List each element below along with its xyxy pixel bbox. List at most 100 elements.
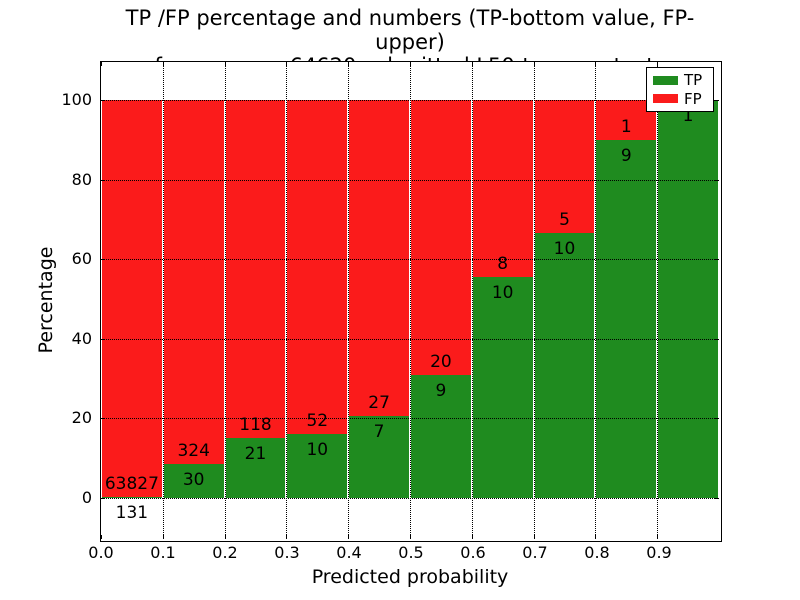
gridline-h [101, 418, 719, 420]
x-tick-label: 0.8 [584, 543, 610, 562]
bar-tp-segment [596, 140, 657, 498]
y-tick-mark [101, 179, 105, 181]
gridline-v [657, 62, 659, 539]
x-tick-mark [595, 535, 597, 539]
legend: TP FP [646, 67, 714, 112]
x-tick-mark [162, 62, 164, 66]
bar-fp-segment [534, 100, 595, 233]
x-tick-label: 0.2 [212, 543, 238, 562]
x-tick-mark [471, 535, 473, 539]
bar-tp-segment [225, 438, 286, 498]
bar-tp-segment [349, 416, 409, 498]
bar-fp-segment [163, 100, 224, 464]
plot-inner: 63827 131 324 30 118 21 52 10 27 7 20 9 8 10 5 10 1 9 1 [101, 62, 719, 539]
fp-count-label: 52 [306, 411, 329, 431]
y-tick-mark [101, 498, 105, 499]
bar-tp-segment [658, 100, 718, 498]
gridline-v [595, 62, 597, 539]
bar-tp-segment [534, 233, 595, 498]
x-tick-mark [286, 62, 288, 66]
x-tick-mark [224, 535, 226, 539]
bar-tp-segment [472, 277, 533, 498]
fp-count-label: 324 [177, 441, 210, 461]
tp-count-label: 10 [306, 440, 329, 460]
legend-label-tp: TP [684, 71, 703, 90]
y-tick-mark [715, 179, 719, 181]
gridline-h [101, 338, 719, 340]
bar-fp-segment [349, 100, 409, 416]
x-tick-mark [533, 62, 535, 66]
gridline-v [286, 62, 288, 539]
bar-tp-segment [102, 497, 162, 498]
x-tick-mark [348, 62, 350, 66]
chart-title-line1: TP /FP percentage and numbers (TP-bottom… [125, 6, 695, 54]
gridline-v [410, 62, 411, 539]
bar-tp-segment [411, 375, 471, 498]
y-tick-label: 20 [71, 408, 92, 428]
y-tick-label: 60 [71, 249, 92, 269]
legend-label-fp: FP [684, 89, 702, 108]
x-tick-label: 0.7 [522, 543, 548, 562]
x-tick-label: 0.9 [646, 543, 672, 562]
gridline-h [101, 259, 719, 261]
fp-count-label: 8 [497, 254, 509, 274]
x-tick-mark [286, 535, 288, 539]
x-tick-mark [162, 535, 164, 539]
x-tick-mark [348, 535, 350, 539]
y-tick-mark [715, 259, 719, 261]
x-tick-mark [657, 535, 659, 539]
x-tick-mark [471, 62, 473, 66]
y-tick-label: 80 [71, 169, 92, 189]
legend-item-fp: FP [653, 91, 707, 107]
fp-count-label: 118 [239, 415, 272, 435]
y-tick-mark [715, 100, 719, 101]
x-tick-label: 0.0 [88, 543, 114, 562]
gridline-v [162, 62, 164, 539]
gridline-h [101, 498, 719, 499]
bar-fp-segment [225, 100, 286, 438]
x-tick-mark [101, 535, 102, 539]
x-tick-label: 0.6 [460, 543, 486, 562]
x-axis-label: Predicted probability [311, 566, 509, 588]
y-tick-mark [715, 418, 719, 420]
fp-count-label: 27 [368, 393, 390, 413]
gridline-v [471, 62, 473, 539]
tp-count-label: 10 [491, 283, 514, 303]
bar-fp-segment [102, 100, 162, 497]
gridline-h [101, 100, 719, 101]
tp-count-label: 1 [682, 106, 694, 126]
bar-fp-segment [472, 100, 533, 277]
y-tick-mark [715, 338, 719, 340]
tp-color-swatch [653, 75, 678, 85]
gridline-v [533, 62, 535, 539]
y-tick-mark [715, 498, 719, 499]
gridline-h [101, 179, 719, 181]
fp-count-label: 20 [430, 352, 452, 372]
tp-count-label: 131 [115, 503, 149, 523]
tp-count-label: 7 [373, 422, 385, 442]
tp-count-label: 9 [435, 381, 447, 401]
x-tick-mark [101, 62, 102, 66]
x-tick-label: 0.1 [150, 543, 176, 562]
x-tick-label: 0.4 [336, 543, 362, 562]
y-tick-mark [101, 338, 105, 340]
tp-count-label: 10 [553, 239, 576, 259]
tp-count-label: 30 [182, 470, 205, 490]
x-tick-mark [595, 62, 597, 66]
tp-count-label: 21 [244, 444, 267, 464]
fp-count-label: 5 [559, 210, 570, 230]
bar-tp-segment [163, 464, 224, 498]
gridline-v [224, 62, 226, 539]
y-tick-mark [101, 100, 105, 101]
bar-tp-segment [287, 434, 348, 498]
plot-area: 63827 131 324 30 118 21 52 10 27 7 20 9 8 10 5 10 1 9 1 [100, 61, 722, 542]
x-tick-mark [533, 535, 535, 539]
x-tick-mark [224, 62, 226, 66]
x-tick-mark [657, 62, 659, 66]
legend-item-tp: TP [653, 72, 707, 88]
bar-fp-segment [411, 100, 471, 375]
y-tick-label: 40 [71, 328, 92, 348]
x-tick-mark [410, 535, 411, 539]
bar-fp-segment [287, 100, 348, 434]
